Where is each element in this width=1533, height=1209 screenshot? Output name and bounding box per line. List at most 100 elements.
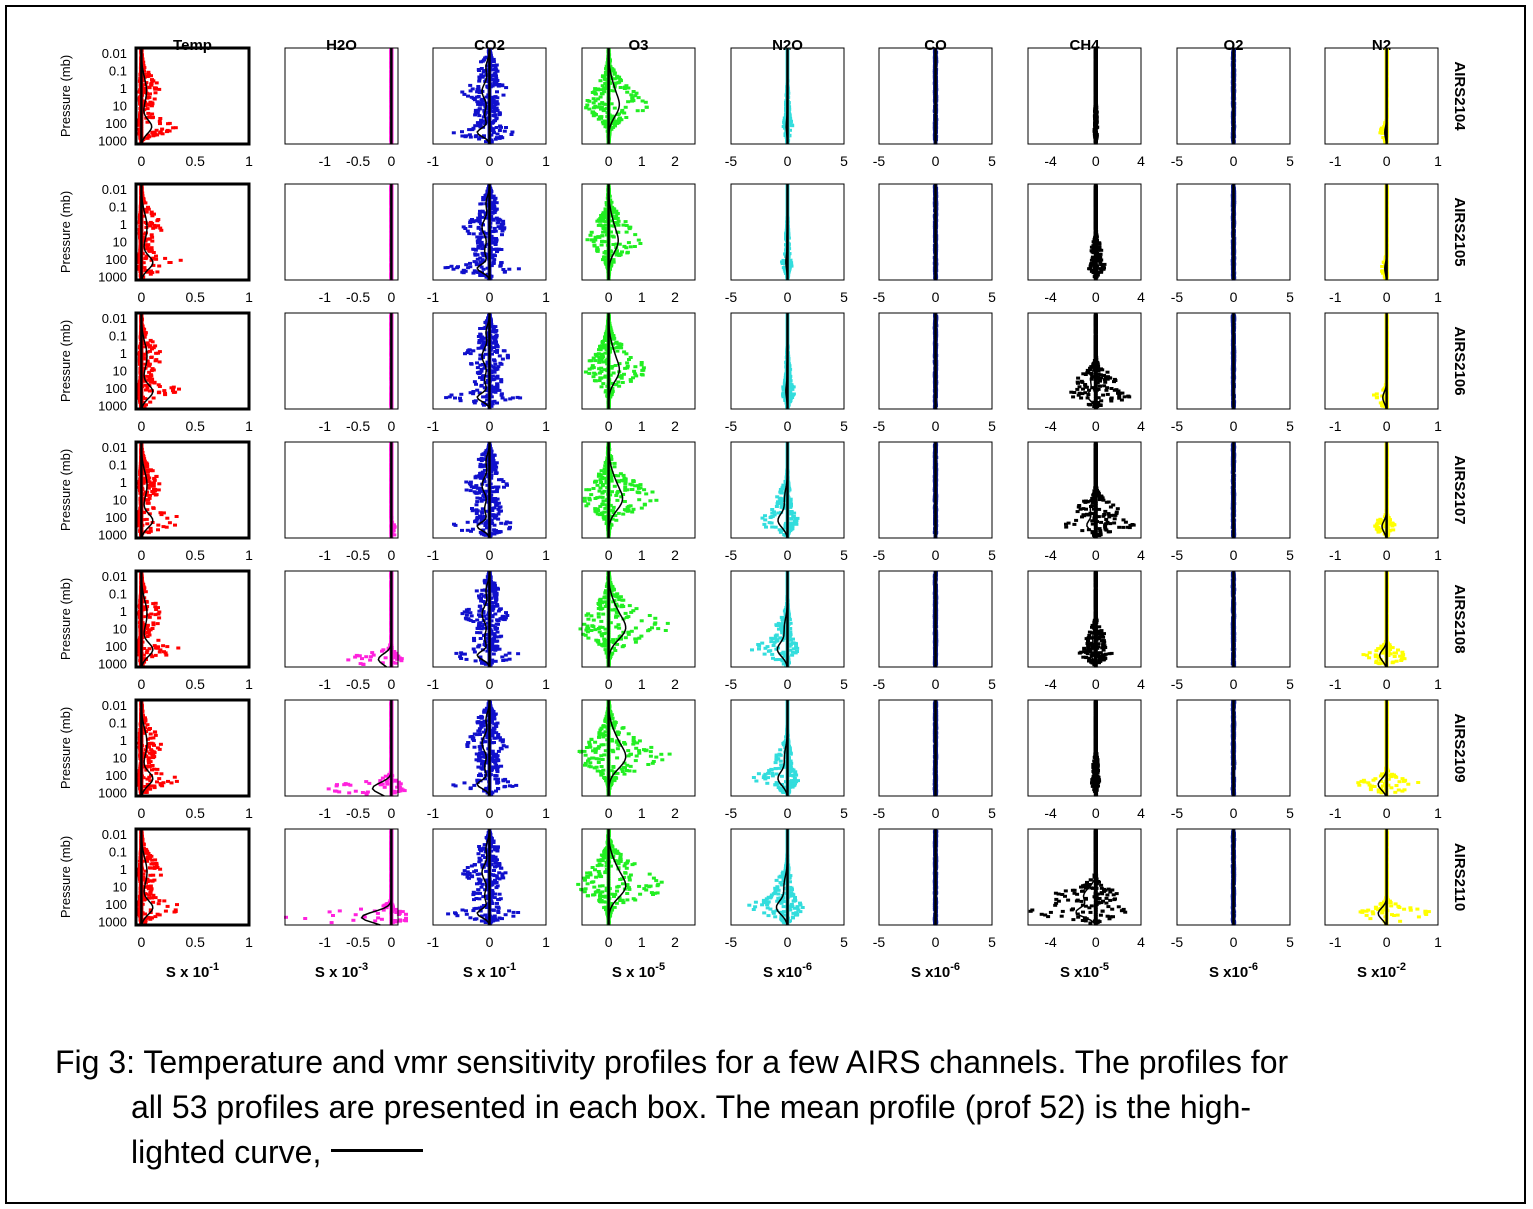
x-tick-label: 2 [671,153,679,169]
data-point [619,79,623,83]
data-point [502,129,507,133]
x-tick-label: 1 [638,289,646,305]
x-tick-label: -1 [319,153,332,169]
data-point [494,126,499,129]
data-point [143,136,148,140]
data-point [479,118,484,122]
data-point [604,72,608,76]
data-point [591,101,596,105]
data-point [611,69,616,73]
data-point [598,79,603,83]
data-point [640,99,645,103]
panel-n2o-AIRS2104 [730,47,845,145]
data-point [490,73,494,77]
data-point [469,95,474,99]
data-point [146,70,151,74]
data-point [451,131,456,135]
data-point [612,72,617,76]
data-point [609,69,614,73]
panel-h2o-AIRS2104 [284,47,399,145]
data-point [492,110,497,114]
data-point [493,242,498,246]
x-tick-label: 5 [840,153,848,169]
panel-co-AIRS2104 [878,47,993,145]
data-point [157,87,162,91]
data-point [468,135,473,139]
y-tick-label: 0.01 [102,46,127,61]
data-point [602,121,607,125]
data-point [473,108,478,112]
data-point [157,264,162,268]
data-point [612,77,617,81]
data-point [612,89,617,93]
data-point [146,115,151,119]
x-tick-label: -1 [427,289,440,305]
data-point [516,267,521,271]
data-point [480,97,485,101]
data-point [478,135,483,139]
y-tick-label: 1000 [98,269,127,284]
data-point [611,235,616,239]
data-point [595,248,600,252]
data-point [484,116,489,120]
x-tick-label: 1 [1434,153,1442,169]
data-point [497,111,502,115]
panel-o2-AIRS2104 [1176,47,1291,145]
data-point [1099,263,1104,267]
panel-o2-AIRS2105 [1176,183,1291,281]
data-point [178,258,183,262]
data-point [631,90,636,93]
data-point [156,224,161,228]
column-title-o2: O2 [1223,37,1243,54]
x-tick-label: 4 [1137,153,1145,169]
data-point [475,253,480,257]
data-point [495,90,499,94]
column-title-temp: Temp [173,37,212,54]
data-point [149,83,154,87]
x-tick-label: -0.5 [346,289,370,305]
data-point [467,232,472,236]
y-tick-label: 1000 [98,133,127,148]
data-point [610,126,615,129]
data-point [136,120,141,124]
data-point [609,102,614,106]
data-point [485,64,489,68]
data-point [467,133,472,137]
data-point [598,88,603,92]
data-point [148,272,153,276]
x-tick-label: 0 [387,289,395,305]
data-point [626,241,631,245]
data-point [504,126,508,129]
data-point [146,95,151,99]
data-point [475,257,480,261]
data-point [141,63,146,67]
data-point [144,256,149,260]
data-point [482,134,486,138]
data-point [616,223,621,227]
data-point [478,101,483,105]
data-point [449,264,454,268]
mean-profile-line [140,48,153,145]
data-point [599,243,604,247]
data-point [495,221,500,225]
data-point [626,100,631,104]
data-point [472,247,477,251]
data-point [154,254,158,258]
data-point [1102,266,1106,270]
data-point [159,228,164,232]
data-point [146,111,151,115]
data-point [167,261,172,264]
x-tick-label: 4 [1137,289,1145,305]
panel-ch4-AIRS2104 [1027,47,1142,145]
y-tick-label: 0.1 [109,64,127,79]
row-label-AIRS2105: AIRS2105 [1451,197,1468,266]
data-point [636,96,641,100]
data-point [617,117,621,121]
data-point [492,199,497,203]
data-point [625,250,630,254]
data-point [150,214,155,218]
data-point [160,132,165,136]
data-point [493,103,498,107]
data-point [493,209,498,213]
data-point [636,238,641,242]
